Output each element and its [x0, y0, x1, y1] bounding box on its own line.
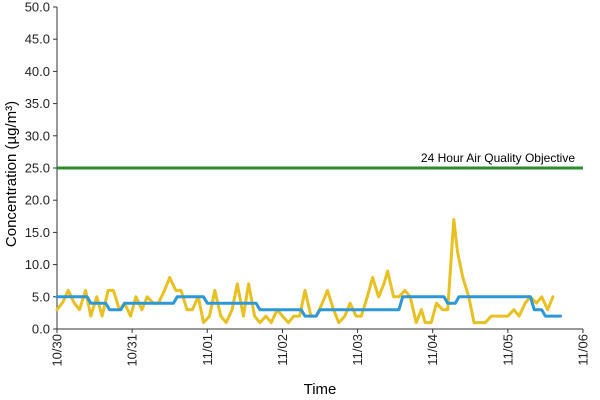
- series-group: [55, 218, 562, 325]
- x-tick-label: 11/02: [275, 334, 290, 366]
- x-tick-label: 11/06: [576, 334, 591, 366]
- y-tick-label: 50.0: [25, 0, 50, 15]
- y-tick-label: 5.0: [32, 289, 50, 304]
- x-tick-label: 11/05: [500, 334, 515, 366]
- x-axis-ticks: 10/30 10/31 11/01 11/02 11/03 11/04 11/05 11/06: [50, 329, 591, 367]
- reference-line-label: 24 Hour Air Quality Objective: [421, 151, 575, 165]
- x-tick-label: 11/01: [200, 334, 215, 366]
- y-tick-label: 15.0: [25, 225, 50, 240]
- x-tick-label: 11/04: [425, 334, 440, 366]
- y-tick-label: 35.0: [25, 96, 50, 111]
- x-axis-title: Time: [304, 381, 337, 398]
- y-tick-label: 20.0: [25, 193, 50, 208]
- y-tick-label: 10.0: [25, 257, 50, 272]
- y-axis-title: Concentration (µg/m³): [3, 101, 20, 247]
- y-tick-label: 30.0: [25, 128, 50, 143]
- series-line-1: [55, 218, 555, 325]
- series-line-2: [55, 295, 562, 318]
- y-tick-label: 0.0: [32, 322, 50, 337]
- x-tick-label: 10/30: [50, 334, 65, 367]
- y-axis-ticks: 0.0 5.0 10.0 15.0 20.0 25.0 30.0 35.0 40.0 45.0 50…: [25, 0, 57, 337]
- x-tick-label: 10/31: [125, 334, 140, 367]
- y-tick-label: 45.0: [25, 32, 50, 47]
- y-tick-label: 40.0: [25, 64, 50, 79]
- y-tick-label: 25.0: [25, 161, 50, 176]
- x-tick-label: 11/03: [350, 334, 365, 366]
